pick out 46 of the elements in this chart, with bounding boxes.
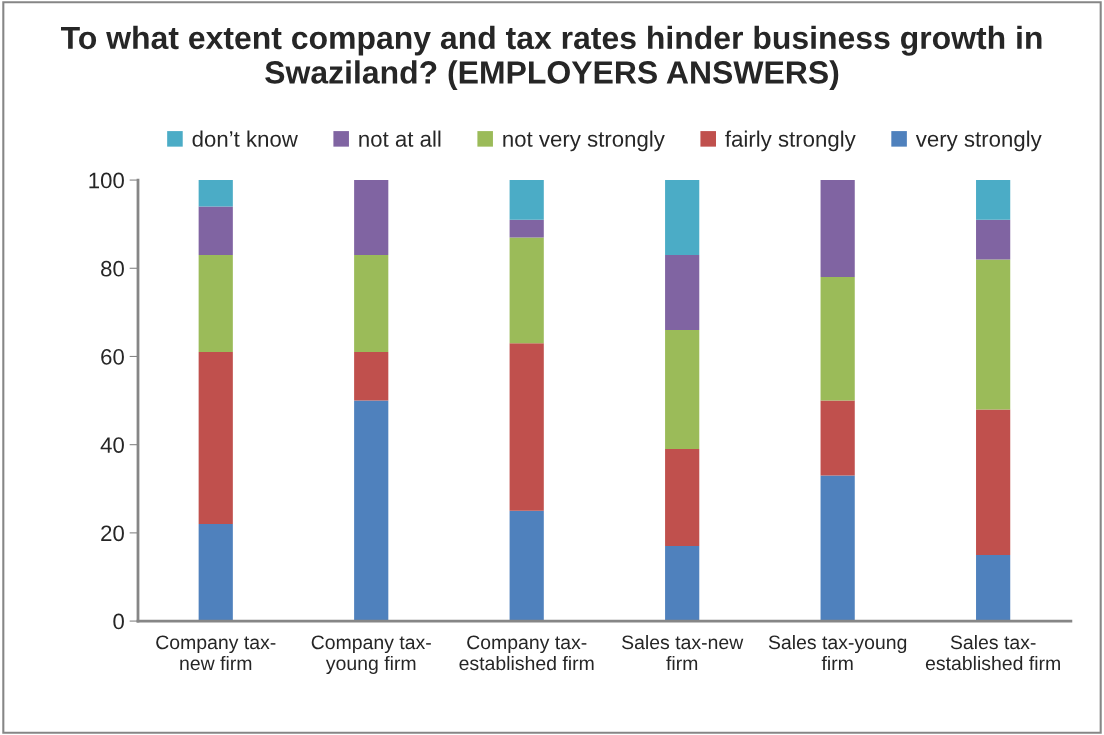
chart-title: To what extent company and tax rates hinder business growth in Swaziland? (EMPLOYERS ANSWERS): [61, 25, 1042, 91]
y-tick-label: 0: [113, 613, 124, 630]
x-tick-label: Sales tax- established firm: [925, 634, 1060, 671]
bar: [820, 400, 855, 476]
x-tick-label: Sales tax-young firm: [768, 634, 907, 670]
bar: [354, 352, 389, 401]
y-tick-label: 100: [89, 172, 124, 189]
bar: [198, 524, 233, 622]
y-tick-label: 40: [100, 437, 124, 453]
bar: [509, 237, 544, 344]
bar: [820, 180, 855, 278]
x-tick-label: Company tax- young firm: [311, 635, 431, 675]
bar: [976, 180, 1011, 220]
bar: [665, 330, 700, 450]
legend-label: don’t know: [192, 130, 298, 147]
bar: [509, 180, 544, 220]
bar: [976, 554, 1011, 622]
bar: [354, 255, 389, 353]
x-tick-label: Sales tax-new firm: [622, 634, 744, 670]
bar: [509, 343, 544, 511]
bar: [665, 180, 700, 256]
bar: [976, 409, 1011, 555]
legend-label: very strongly: [915, 130, 1042, 152]
bar: [820, 277, 855, 401]
x-tick-label: Company tax- established firm: [459, 635, 594, 671]
bar: [665, 546, 700, 622]
bar: [509, 510, 544, 622]
bar: [820, 475, 855, 622]
x-tick-label: Company tax- new firm: [156, 635, 276, 671]
legend-label: not very strongly: [503, 130, 665, 152]
bar: [354, 400, 389, 622]
legend-label: not at all: [359, 130, 441, 147]
y-tick-label: 60: [101, 349, 124, 365]
bar: [665, 255, 700, 331]
y-tick-label: 80: [101, 260, 124, 277]
bar: [509, 219, 544, 238]
bar: [198, 352, 233, 525]
bar: [198, 206, 233, 256]
bar: [198, 180, 233, 207]
bar: [354, 180, 389, 256]
bar: [665, 449, 700, 547]
bar: [198, 255, 233, 353]
bar: [976, 219, 1011, 260]
y-tick-label: 20: [101, 525, 124, 542]
bar: [976, 259, 1011, 410]
legend-label: fairly strongly: [725, 130, 856, 152]
